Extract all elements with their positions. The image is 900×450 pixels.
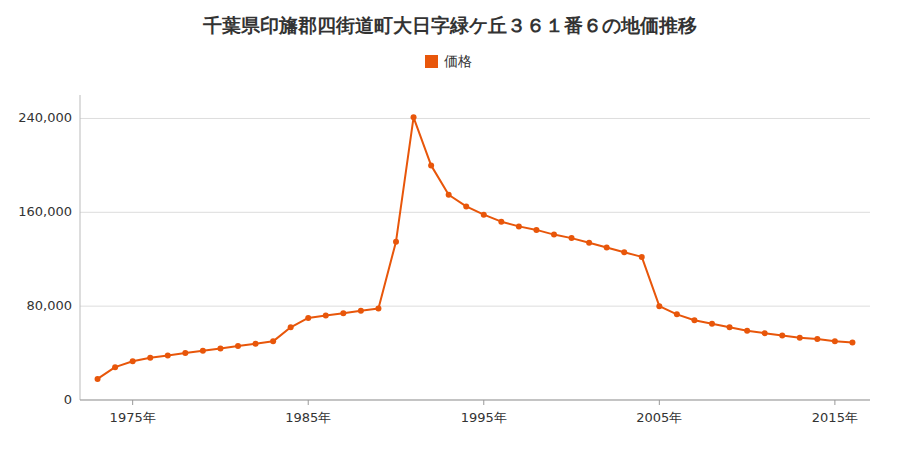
legend: 価格 xyxy=(425,53,472,69)
grid-line xyxy=(80,118,870,119)
x-axis-line xyxy=(80,400,870,401)
marker xyxy=(709,321,715,327)
marker xyxy=(130,358,136,364)
marker xyxy=(691,317,697,323)
marker xyxy=(165,352,171,358)
marker xyxy=(797,335,803,341)
grid-line xyxy=(80,212,870,213)
marker xyxy=(814,336,820,342)
marker xyxy=(656,303,662,309)
y-tick-label: 160,000 xyxy=(18,204,72,219)
marker xyxy=(481,212,487,218)
grid-line xyxy=(80,306,870,307)
x-tick xyxy=(834,400,835,405)
x-tick-label: 1995年 xyxy=(461,410,507,425)
marker xyxy=(639,254,645,260)
marker xyxy=(832,338,838,344)
marker xyxy=(270,338,276,344)
marker xyxy=(217,345,223,351)
marker xyxy=(200,348,206,354)
x-tick-label: 1975年 xyxy=(110,410,156,425)
marker xyxy=(446,192,452,198)
title: 千葉県印旛郡四街道町大日字緑ケ丘３６１番６の地価推移 xyxy=(202,14,697,36)
marker xyxy=(604,245,610,251)
marker xyxy=(533,227,539,233)
marker xyxy=(253,341,259,347)
marker xyxy=(516,223,522,229)
chart: 千葉県印旛郡四街道町大日字緑ケ丘３６１番６の地価推移 0 80,000 160,000… xyxy=(0,0,900,450)
marker xyxy=(358,308,364,314)
marker xyxy=(674,311,680,317)
marker xyxy=(323,313,329,319)
x-tick xyxy=(132,400,133,405)
x-axis: 1975年 1985年 1995年 2005年 2015年 xyxy=(80,400,870,425)
marker xyxy=(235,343,241,349)
grid xyxy=(80,118,870,400)
marker xyxy=(305,315,311,321)
y-tick-label: 240,000 xyxy=(18,110,72,125)
marker xyxy=(779,332,785,338)
marker xyxy=(182,350,188,356)
line xyxy=(98,117,853,379)
marker xyxy=(375,306,381,312)
marker xyxy=(551,232,557,238)
marker xyxy=(498,219,504,225)
marker xyxy=(744,328,750,334)
plot-data xyxy=(95,114,856,382)
y-tick-label: 0 xyxy=(64,392,72,407)
marker xyxy=(849,340,855,346)
marker xyxy=(95,376,101,382)
x-tick-label: 1985年 xyxy=(285,410,331,425)
marker xyxy=(428,162,434,168)
x-tick xyxy=(483,400,484,405)
x-tick xyxy=(308,400,309,405)
marker xyxy=(288,324,294,330)
marker xyxy=(762,330,768,336)
x-tick-label: 2005年 xyxy=(636,410,682,425)
marker xyxy=(463,203,469,209)
y-tick-label: 80,000 xyxy=(27,298,73,313)
y-axis-line xyxy=(80,95,81,400)
marker xyxy=(586,240,592,246)
marker xyxy=(147,355,153,361)
marker xyxy=(727,324,733,330)
marker xyxy=(112,364,118,370)
x-tick-label: 2015年 xyxy=(812,410,858,425)
x-tick xyxy=(659,400,660,405)
marker xyxy=(621,249,627,255)
legend-label: 価格 xyxy=(444,53,472,69)
marker xyxy=(411,114,417,120)
marker xyxy=(569,235,575,241)
marker xyxy=(393,239,399,245)
y-axis: 0 80,000 160,000 240,000 xyxy=(18,95,80,407)
legend-swatch xyxy=(425,55,438,68)
marker xyxy=(340,310,346,316)
grid-line xyxy=(80,400,870,401)
